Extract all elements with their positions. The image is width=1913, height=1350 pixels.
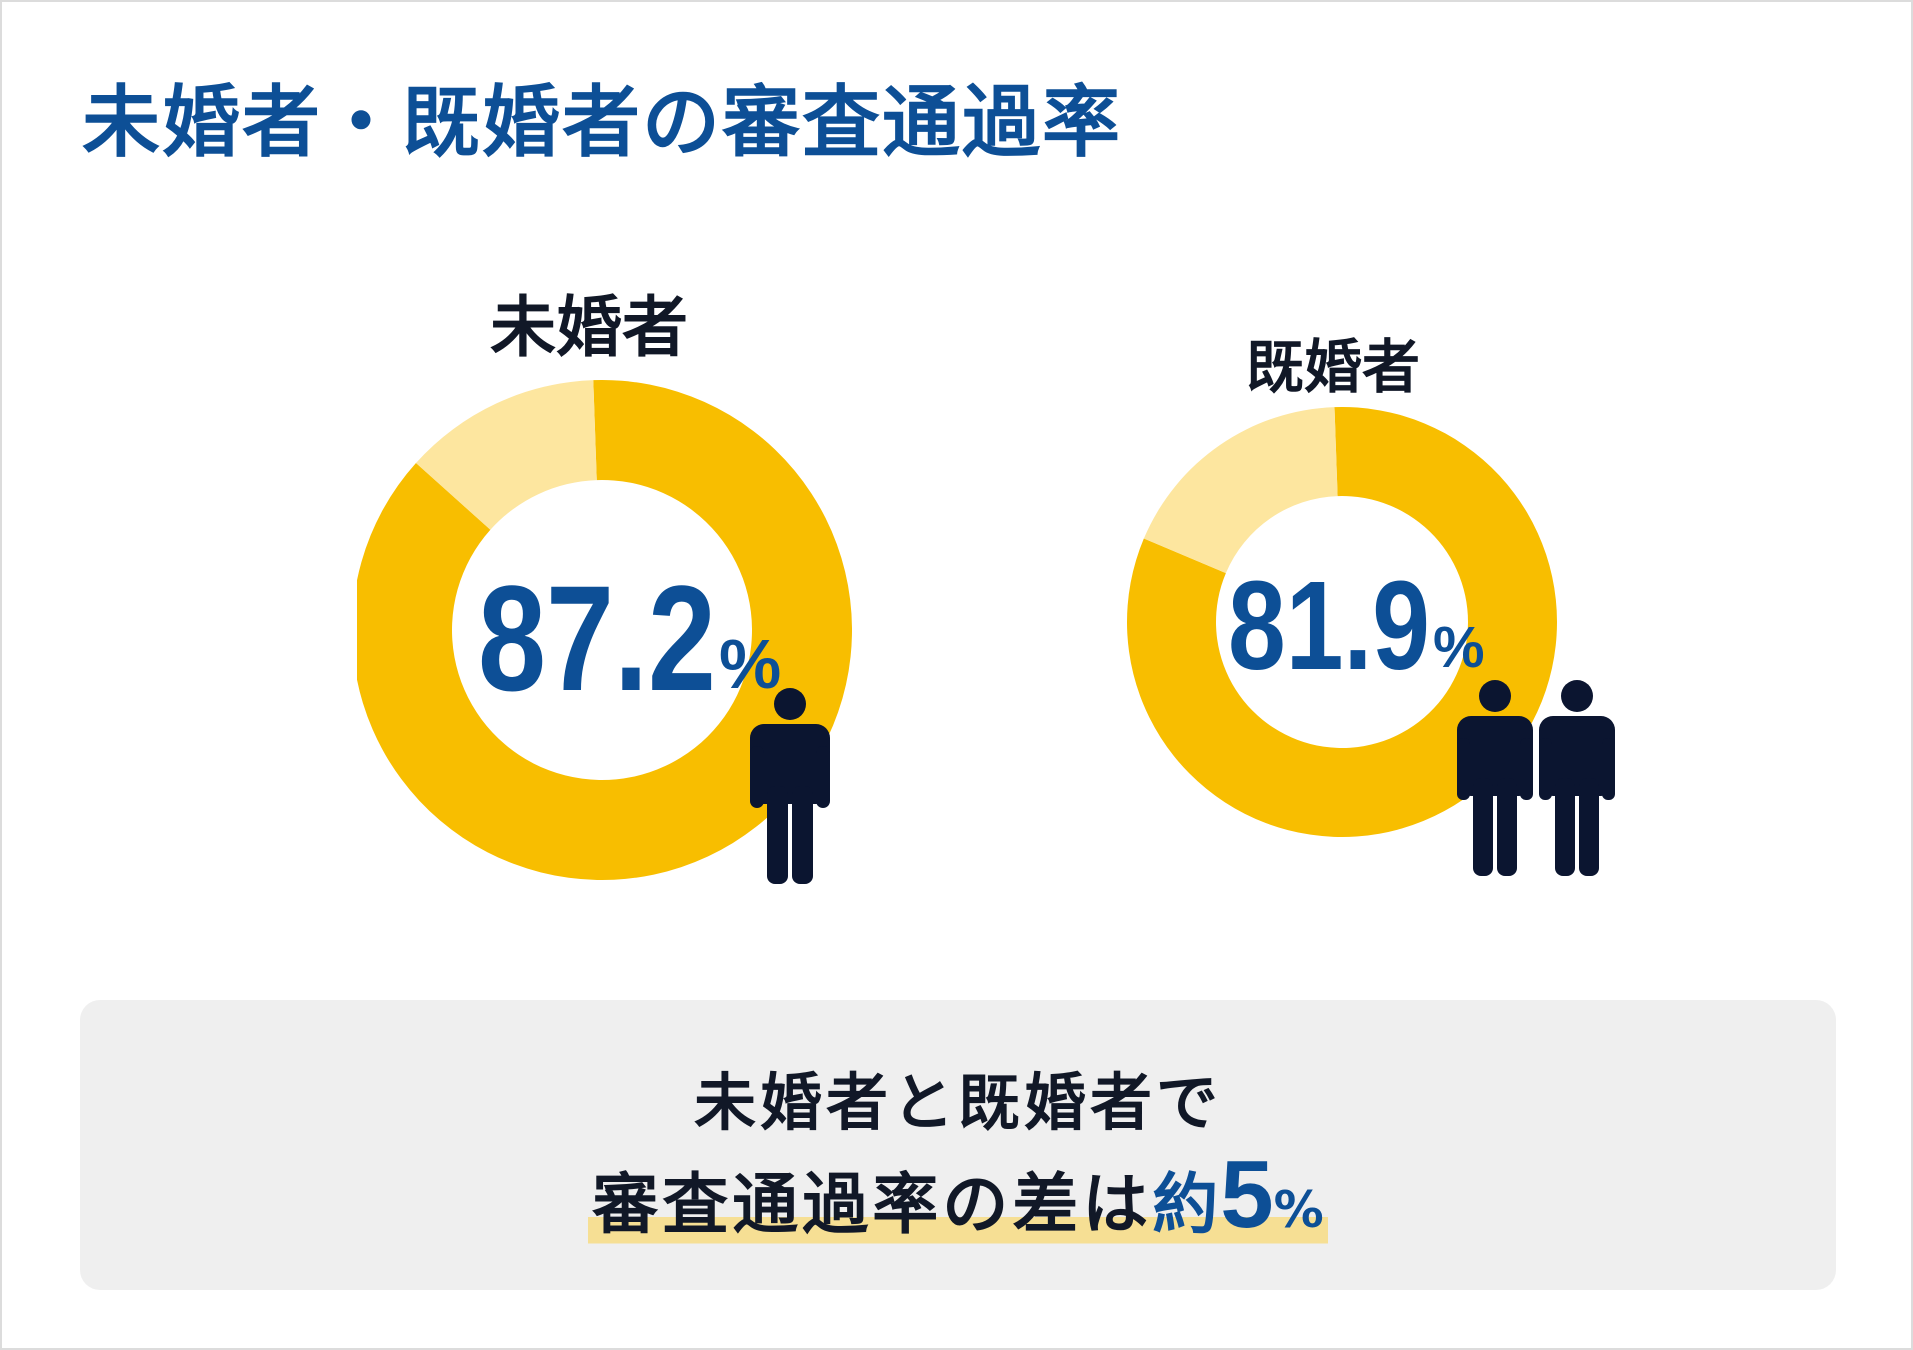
donut-chart-single: 87.2 % xyxy=(357,380,852,880)
summary-diff-unit: % xyxy=(1273,1181,1324,1239)
chart-label-married: 既婚者 xyxy=(1246,333,1421,401)
donut-unit-label-single: % xyxy=(719,625,781,703)
summary-line-2: 審査通過率の差は約5% xyxy=(588,1140,1328,1250)
summary-line-1: 未婚者と既婚者で xyxy=(693,1066,1222,1139)
donut-value-label-single: 87.2 xyxy=(478,554,716,722)
donut-chart-married: 81.9 % xyxy=(1127,407,1557,837)
summary-box: 未婚者と既婚者で 審査通過率の差は約5% xyxy=(80,1000,1836,1290)
summary-line-2-text: 審査通過率の差は xyxy=(592,1166,1153,1243)
chart-label-single: 未婚者 xyxy=(490,289,688,366)
two-people-icon xyxy=(1457,680,1615,876)
single-person-icon xyxy=(750,688,830,884)
summary-approx: 約 xyxy=(1152,1166,1221,1243)
donut-value-label-married: 81.9 xyxy=(1228,555,1430,696)
donut-slice-pass-single xyxy=(357,380,852,880)
donut-unit-label-married: % xyxy=(1433,615,1485,680)
donut-slice-other-single xyxy=(415,380,597,530)
summary-diff-value: 5 xyxy=(1220,1141,1274,1248)
donut-slice-other-married xyxy=(1143,407,1338,574)
page-title: 未婚者・既婚者の審査通過率 xyxy=(82,78,1123,168)
donut-slice-pass-married xyxy=(1127,407,1557,837)
